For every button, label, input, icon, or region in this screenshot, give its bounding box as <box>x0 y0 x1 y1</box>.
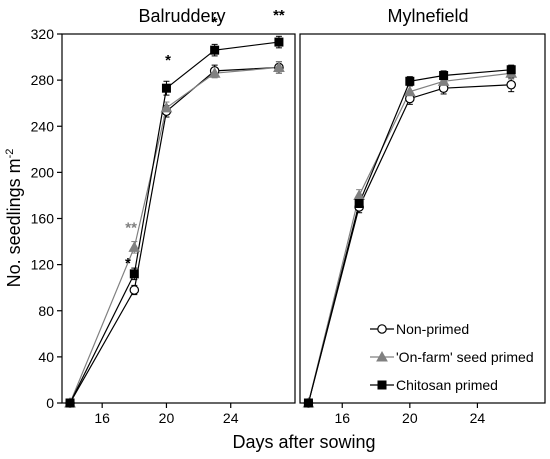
data-point <box>273 61 285 73</box>
y-tick-label: 280 <box>31 72 55 88</box>
data-point <box>129 285 140 295</box>
x-axis-label: Days after sowing <box>232 432 375 452</box>
legend-marker <box>377 380 387 390</box>
data-point <box>210 45 220 55</box>
legend-entry-2: Chitosan primed <box>370 377 498 393</box>
series-1 <box>69 61 282 404</box>
panel-title-right: Mylnefield <box>387 6 468 26</box>
x-tick-label: 16 <box>94 410 110 426</box>
series-line <box>69 66 279 404</box>
y-axis-label-text: No. seedlings m <box>4 158 24 287</box>
x-tick-label: 16 <box>334 410 350 426</box>
y-tick-label: 80 <box>38 303 54 319</box>
y-tick-label: 320 <box>31 26 55 42</box>
data-point <box>506 65 516 75</box>
data-point <box>274 37 284 47</box>
x-tick-label: 24 <box>223 410 239 426</box>
significance-mark: ** <box>125 219 137 236</box>
data-point <box>405 76 415 86</box>
legend: Non-primed 'On-farm' seed primed Chitosan … <box>370 321 534 393</box>
svg-text:No. seedlings m-2: No. seedlings m-2 <box>4 149 24 288</box>
legend-marker <box>376 350 388 362</box>
y-tick-label: 240 <box>31 118 55 134</box>
series-0 <box>69 61 282 404</box>
significance-mark: * <box>212 14 218 31</box>
significance-mark: * <box>165 52 171 69</box>
data-point <box>354 199 364 209</box>
legend-entry-0: Non-primed <box>370 321 469 337</box>
panel-1: 16 20 24 <box>299 33 546 426</box>
data-point <box>403 85 416 97</box>
x-tick-label: 20 <box>159 410 175 426</box>
x-tick-label: 24 <box>470 410 486 426</box>
data-point <box>506 79 517 90</box>
panel-frame <box>299 33 546 404</box>
data-point <box>161 83 171 93</box>
significance-mark: ** <box>273 7 285 24</box>
y-tick-label: 120 <box>31 257 55 273</box>
data-point <box>160 101 173 113</box>
y-tick-label: 160 <box>31 211 55 227</box>
data-point <box>303 398 313 408</box>
data-point <box>439 71 449 81</box>
data-point <box>129 269 139 279</box>
data-point <box>128 241 141 252</box>
data-point <box>208 67 221 78</box>
data-point <box>437 75 450 86</box>
x-tick-label: 20 <box>402 410 418 426</box>
y-axis-label: No. seedlings m-2 <box>4 149 24 288</box>
y-tick-label: 0 <box>46 395 54 411</box>
legend-label: Non-primed <box>396 321 469 337</box>
legend-label: Chitosan primed <box>396 377 498 393</box>
series-line <box>69 66 279 404</box>
data-point <box>65 398 75 408</box>
legend-marker <box>377 324 387 334</box>
legend-label: 'On-farm' seed primed <box>396 349 534 365</box>
significance-mark: * <box>125 255 131 272</box>
y-axis-label-superscript: -2 <box>4 149 16 159</box>
y-tick-label: 40 <box>38 349 54 365</box>
legend-entry-1: 'On-farm' seed primed <box>370 349 534 365</box>
y-tick-label: 200 <box>31 164 55 180</box>
panel-title-left: Balruddery <box>138 6 225 26</box>
